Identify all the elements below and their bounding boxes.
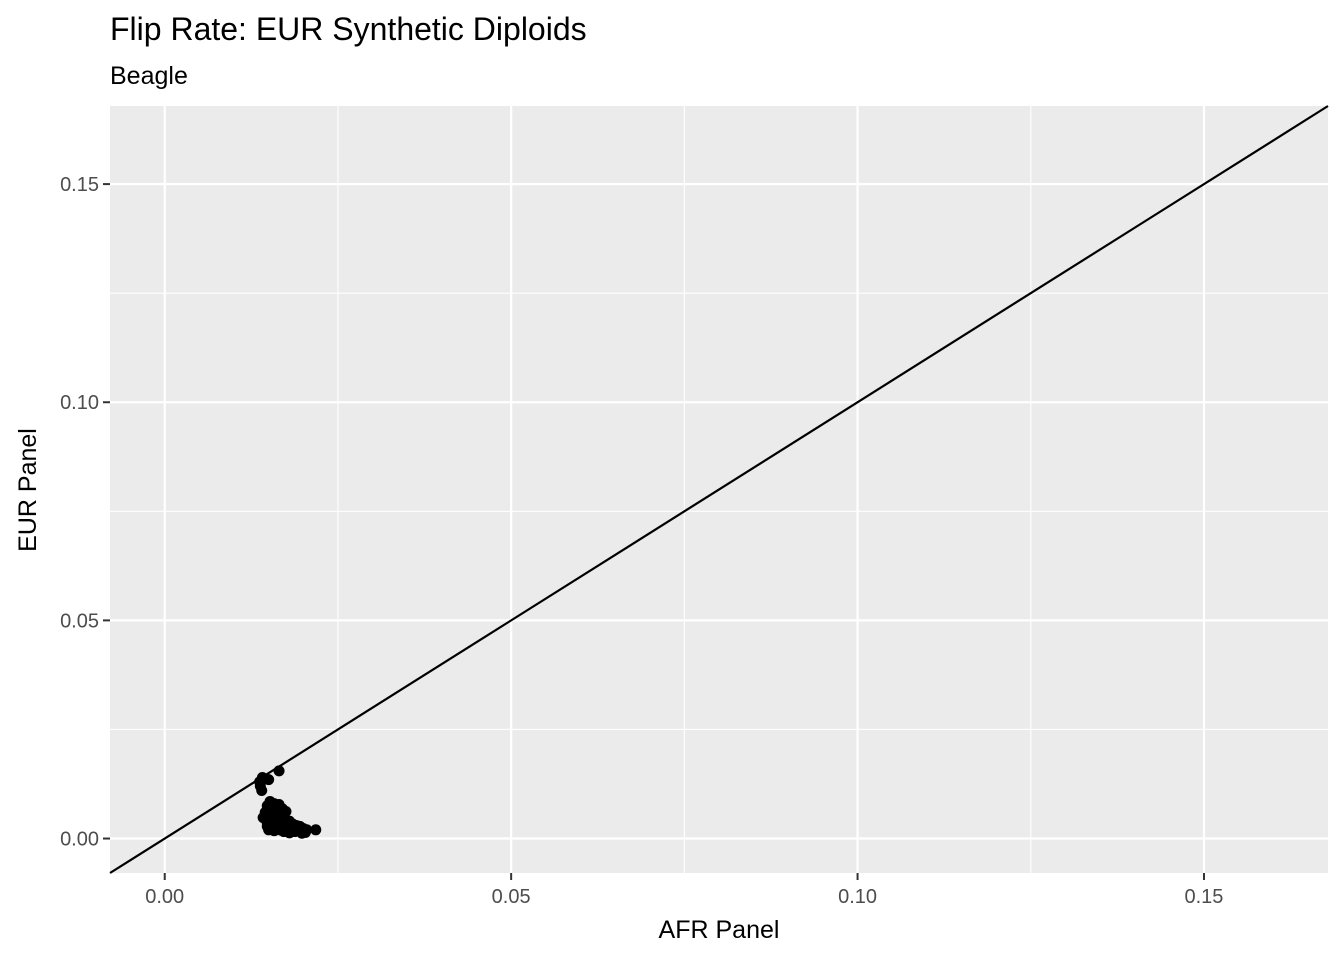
grid-minor	[110, 106, 1328, 873]
identity-line	[109, 105, 1329, 874]
data-point	[283, 827, 295, 839]
x-tick-label: 0.05	[492, 886, 531, 908]
x-tick-label: 0.10	[838, 886, 877, 908]
y-axis-title: EUR Panel	[14, 428, 42, 552]
scatter-points	[254, 765, 322, 839]
y-tick-label: 0.05	[60, 610, 99, 632]
x-axis-title: AFR Panel	[659, 916, 780, 944]
data-point	[261, 820, 273, 832]
data-point	[263, 774, 275, 786]
y-tick-label: 0.00	[60, 829, 99, 851]
grid-major	[110, 106, 1328, 873]
data-point	[272, 819, 284, 831]
data-point	[254, 780, 266, 792]
x-axis: 0.00 0.05 0.10 0.15	[145, 873, 1223, 908]
chart-subtitle: Beagle	[110, 62, 188, 90]
y-axis: 0.00 0.05 0.10 0.15	[60, 174, 110, 851]
y-tick-label: 0.15	[60, 174, 99, 196]
y-tick-label: 0.10	[60, 392, 99, 414]
x-tick-label: 0.00	[145, 886, 184, 908]
x-tick-label: 0.15	[1185, 886, 1224, 908]
data-point	[296, 827, 308, 839]
chart-title: Flip Rate: EUR Synthetic Diploids	[110, 11, 587, 47]
data-point	[310, 824, 322, 836]
